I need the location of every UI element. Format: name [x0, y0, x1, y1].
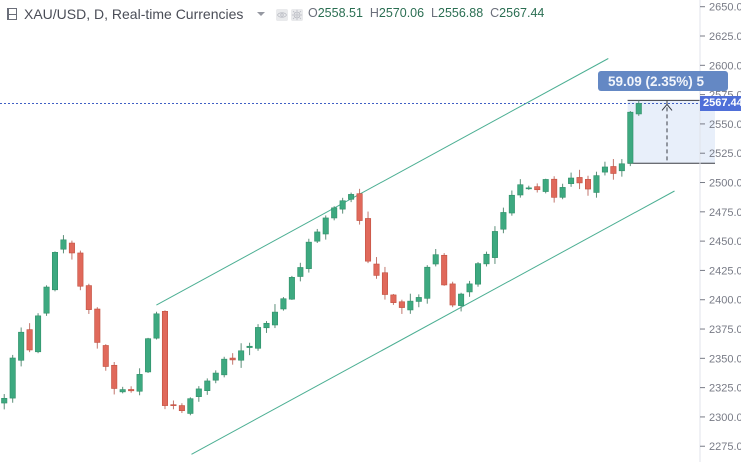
svg-text:2275.00: 2275.00 [709, 441, 741, 453]
svg-text:2650.00: 2650.00 [709, 2, 741, 14]
svg-text:2350.00: 2350.00 [709, 353, 741, 365]
svg-text:2375.00: 2375.00 [709, 324, 741, 336]
svg-text:2500.00: 2500.00 [709, 178, 741, 190]
svg-text:2525.00: 2525.00 [709, 148, 741, 160]
svg-text:2625.00: 2625.00 [709, 31, 741, 43]
svg-text:2300.00: 2300.00 [709, 412, 741, 424]
svg-text:2325.00: 2325.00 [709, 383, 741, 395]
svg-text:2550.00: 2550.00 [709, 119, 741, 131]
svg-text:2450.00: 2450.00 [709, 236, 741, 248]
svg-text:2400.00: 2400.00 [709, 295, 741, 307]
svg-text:2425.00: 2425.00 [709, 265, 741, 277]
svg-text:2475.00: 2475.00 [709, 207, 741, 219]
